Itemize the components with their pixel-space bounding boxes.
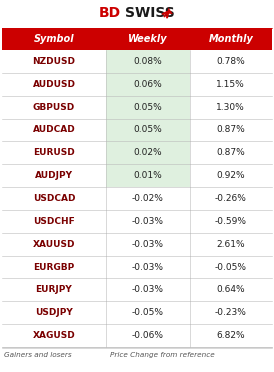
Text: -0.05%: -0.05% <box>215 263 247 272</box>
Text: -0.59%: -0.59% <box>215 217 247 226</box>
Text: 2.61%: 2.61% <box>216 240 245 249</box>
Text: -0.02%: -0.02% <box>132 194 164 203</box>
Text: 0.64%: 0.64% <box>216 285 245 294</box>
Bar <box>2 28 272 50</box>
Bar <box>106 50 190 73</box>
Text: 0.08%: 0.08% <box>133 57 162 66</box>
Text: -0.03%: -0.03% <box>132 240 164 249</box>
Text: Symbol: Symbol <box>34 34 74 44</box>
Text: -0.05%: -0.05% <box>132 308 164 317</box>
Text: 1.30%: 1.30% <box>216 103 245 112</box>
Text: -0.03%: -0.03% <box>132 263 164 272</box>
Text: GBPUSD: GBPUSD <box>33 103 75 112</box>
Text: -0.03%: -0.03% <box>132 217 164 226</box>
Text: 0.78%: 0.78% <box>216 57 245 66</box>
Text: USDJPY: USDJPY <box>35 308 73 317</box>
Text: NZDUSD: NZDUSD <box>33 57 75 66</box>
Text: SWISS: SWISS <box>125 6 175 20</box>
Text: BD: BD <box>98 6 121 20</box>
Text: -0.06%: -0.06% <box>132 331 164 340</box>
Text: 0.01%: 0.01% <box>133 171 162 180</box>
Text: Gainers and losers: Gainers and losers <box>4 352 72 358</box>
Text: AUDJPY: AUDJPY <box>35 171 73 180</box>
Text: 0.87%: 0.87% <box>216 125 245 134</box>
Text: AUDUSD: AUDUSD <box>33 80 75 89</box>
Text: 0.06%: 0.06% <box>133 80 162 89</box>
Text: Monthly: Monthly <box>209 34 253 44</box>
Bar <box>106 141 190 164</box>
Text: USDCAD: USDCAD <box>33 194 75 203</box>
Text: 0.05%: 0.05% <box>133 103 162 112</box>
Bar <box>106 73 190 96</box>
Text: EURGBP: EURGBP <box>33 263 75 272</box>
Text: 0.05%: 0.05% <box>133 125 162 134</box>
Text: ➤: ➤ <box>162 6 175 20</box>
Text: 6.82%: 6.82% <box>216 331 245 340</box>
Text: Weekly: Weekly <box>128 34 168 44</box>
Text: 0.02%: 0.02% <box>133 148 162 157</box>
Text: 0.87%: 0.87% <box>216 148 245 157</box>
Text: USDCHF: USDCHF <box>33 217 75 226</box>
Text: EURJPY: EURJPY <box>36 285 72 294</box>
Text: -0.03%: -0.03% <box>132 285 164 294</box>
Text: AUDCAD: AUDCAD <box>33 125 75 134</box>
Text: EURUSD: EURUSD <box>33 148 75 157</box>
Text: Price Change from reference: Price Change from reference <box>110 352 215 358</box>
Bar <box>106 119 190 141</box>
Text: 0.92%: 0.92% <box>216 171 245 180</box>
Text: XAUUSD: XAUUSD <box>33 240 75 249</box>
Text: 1.15%: 1.15% <box>216 80 245 89</box>
Bar <box>106 96 190 119</box>
Bar <box>106 164 190 187</box>
Text: -0.26%: -0.26% <box>215 194 247 203</box>
Text: -0.23%: -0.23% <box>215 308 247 317</box>
Text: XAGUSD: XAGUSD <box>33 331 75 340</box>
